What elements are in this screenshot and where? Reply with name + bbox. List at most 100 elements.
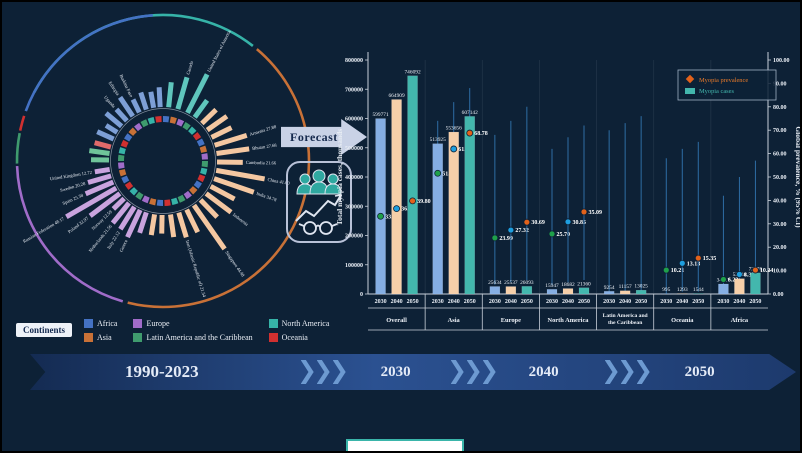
legend-cases-label: Myopia cases (699, 88, 734, 95)
forecast-label: Forecast (290, 129, 338, 144)
forecast-bar-chart: 0 100000 200000 300000 400000 500000 600000 700… (330, 30, 800, 344)
people-vision-icon (295, 169, 342, 235)
inner-ring-segment (169, 116, 177, 124)
radial-base-circle (110, 108, 216, 214)
inner-ring-segment (199, 145, 208, 153)
prevalence-label: 30.85 (573, 220, 587, 226)
inner-ring-segment (129, 187, 138, 196)
people-icon (296, 169, 342, 195)
radial-country-bar (130, 98, 142, 114)
right-axis-tick-label: 60.00 (773, 152, 787, 158)
prevalence-label: 30.69 (531, 220, 545, 226)
inner-ring-segment (128, 127, 137, 136)
prevalence-label: 6.23 (728, 277, 739, 283)
inner-ring-segment (147, 116, 155, 125)
year-tick-label: 2040 (733, 299, 745, 305)
radial-country-bar (138, 91, 149, 111)
case-bar-label: 1293 (677, 287, 688, 293)
inner-ring-segment (135, 191, 144, 200)
group-name-label: Europe (501, 317, 521, 324)
left-axis-tick-label: 300000 (345, 204, 363, 210)
radial-country-bar (88, 148, 110, 156)
radial-country-label: Singapore 44.48 (224, 250, 246, 278)
inner-ring-segment (118, 162, 125, 169)
radial-country-bar (198, 198, 219, 219)
continent-arc (15, 132, 21, 164)
timeline: 1990-2023 2030 2040 2050 (30, 354, 796, 390)
prevalence-dot (662, 266, 670, 274)
radial-country-bar (216, 146, 250, 156)
radial-country-bar (104, 111, 124, 129)
inner-ring-segment (124, 133, 133, 142)
radial-country-label: Canada (185, 61, 194, 76)
right-axis-tick-label: 70.00 (773, 128, 787, 134)
radial-country-bar (87, 173, 112, 185)
case-bar (521, 286, 533, 295)
case-bar (391, 99, 402, 295)
case-bar (407, 75, 418, 295)
case-bar (734, 278, 745, 295)
radial-country-bar (175, 76, 190, 110)
radial-country-label: Armenia 27.88 (249, 124, 277, 137)
radial-country-bar (184, 208, 200, 234)
prevalence-label: 23.99 (499, 236, 513, 242)
radial-country-bar (96, 129, 115, 142)
radial-country-label: Burkina Faso (119, 74, 135, 99)
inner-ring-segment (201, 153, 208, 160)
radial-country-label: Cambodia 21.66 (246, 160, 277, 166)
inner-ring-segment (200, 167, 208, 175)
right-axis-tick-label: 30.00 (773, 222, 787, 228)
inner-ring-segment (140, 119, 149, 128)
continent-arc (15, 166, 124, 303)
year-tick-label: 2040 (505, 299, 517, 305)
radial-country-bar (148, 213, 158, 236)
case-bar-label: 513925 (430, 137, 446, 143)
prevalence-dot (720, 276, 727, 283)
radial-country-bar (192, 98, 210, 119)
prevalence-dot (580, 208, 588, 216)
year-tick-label: 2030 (546, 299, 558, 305)
inner-ring-segment (124, 181, 134, 190)
year-tick-label: 2050 (635, 299, 647, 305)
radial-country-bar (185, 73, 210, 115)
case-bar (432, 143, 443, 295)
inner-ring-segment (134, 122, 143, 132)
radial-country-bar (191, 203, 227, 251)
radial-country-bar (94, 166, 111, 175)
case-bar-label: 26093 (520, 280, 534, 286)
continents-legend-items: Africa Asia Europe Latin America and the… (84, 316, 329, 344)
case-bar-label: 13025 (634, 284, 648, 290)
left-axis-tick-label: 100000 (345, 263, 363, 269)
prevalence-dot (694, 254, 702, 262)
prevalence-label: 13.13 (687, 261, 701, 267)
prevalence-dot (393, 205, 400, 213)
legend-item-africa: Africa (84, 316, 117, 330)
africa-swatch-icon (84, 318, 94, 328)
chart-legend-box (677, 69, 777, 101)
oceania-swatch-icon (268, 332, 278, 342)
group-name-label: the Caribbean (608, 320, 643, 326)
radial-country-bar (65, 185, 118, 219)
case-bar (635, 289, 647, 295)
inner-ring-segment (192, 132, 202, 141)
group-name-label: Latin America and (603, 313, 649, 319)
case-bar-label: 15947 (545, 283, 559, 289)
left-axis-tick-label: 700000 (345, 87, 363, 93)
left-axis-tick-label: 200000 (345, 234, 363, 240)
group-name-label: Asia (448, 317, 461, 324)
year-tick-label: 2050 (692, 299, 704, 305)
prevalence-dot (507, 226, 515, 234)
prevalence-dot (450, 145, 458, 153)
inner-ring-segment (177, 194, 186, 203)
inner-ring-segment (189, 186, 198, 195)
right-axis-tick-label: 90.00 (773, 81, 787, 87)
radial-country-bar (205, 114, 229, 133)
radial-country-bar (166, 81, 174, 108)
year-tick-label: 2030 (375, 299, 387, 305)
cases-swatch-icon (685, 88, 695, 94)
inner-ring-segment (193, 180, 202, 189)
timeline-2030-label: 2030 (380, 363, 411, 380)
radial-country-bar (200, 107, 218, 126)
radial-country-label: United Kingdom 12.72 (50, 170, 93, 182)
